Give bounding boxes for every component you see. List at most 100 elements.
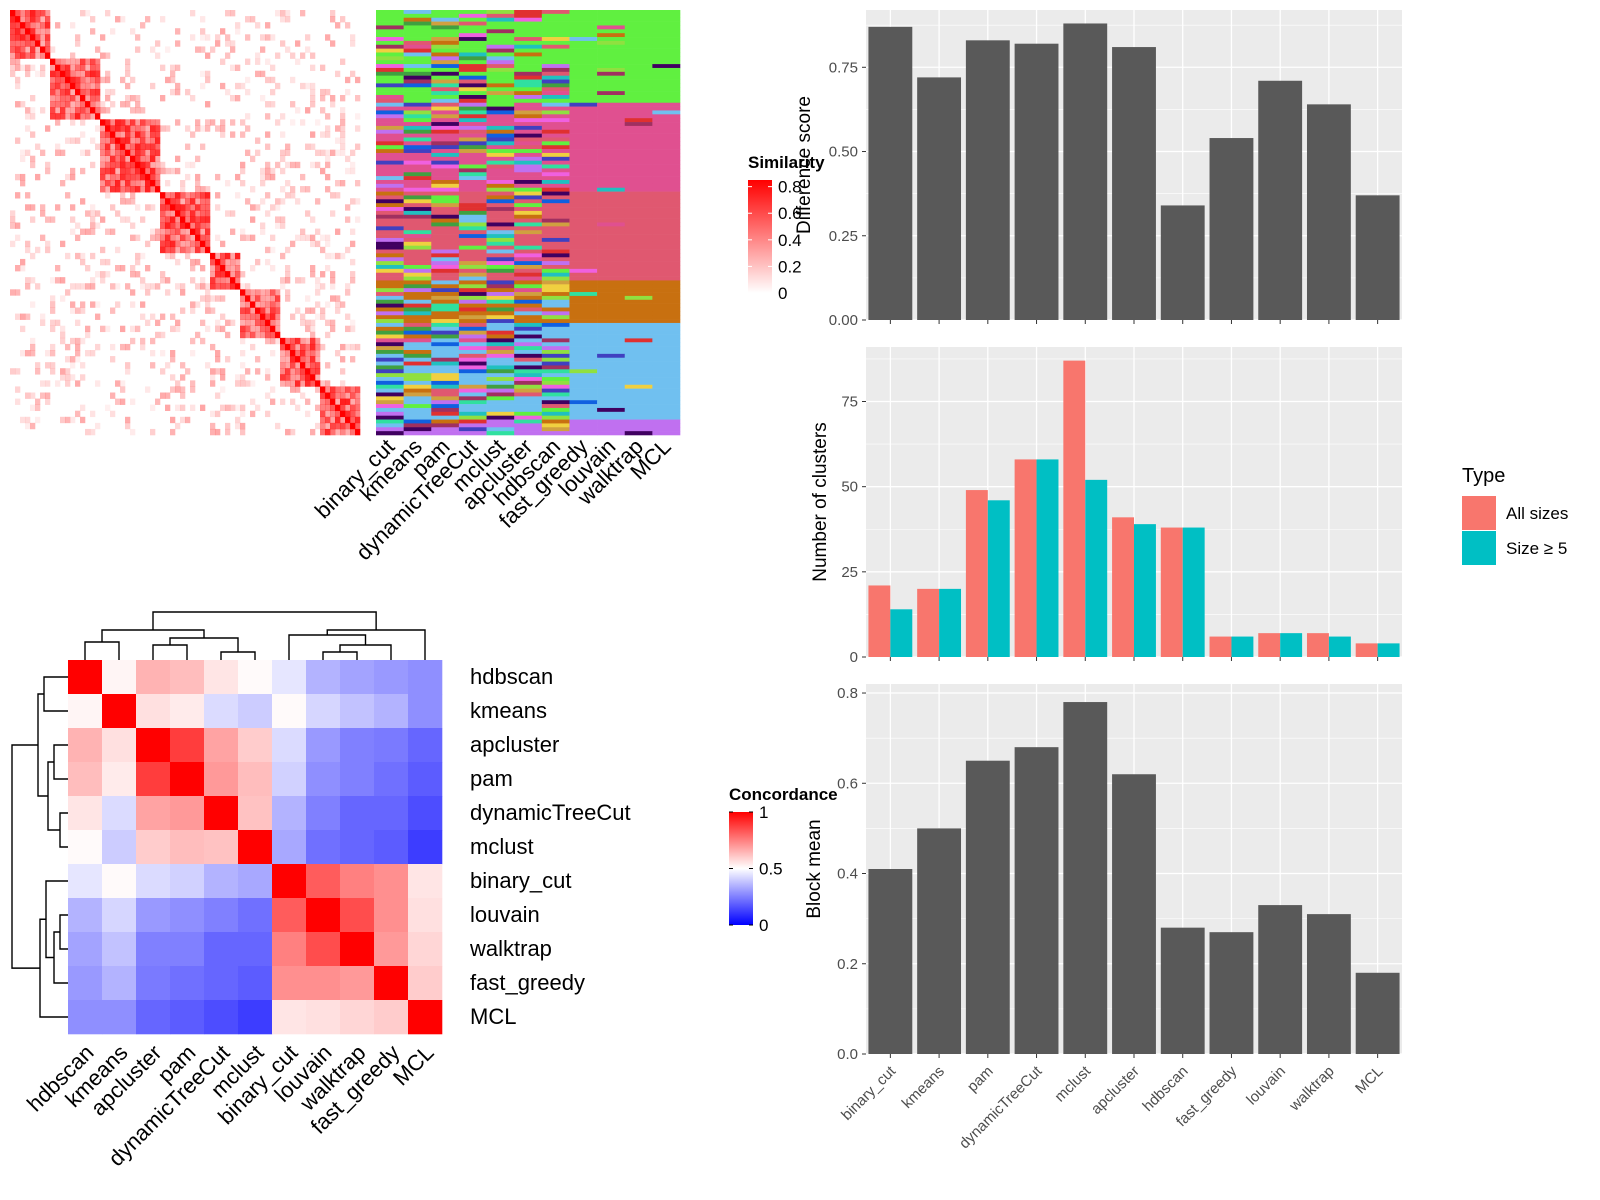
similarity-cell bbox=[345, 283, 351, 290]
cluster-label-cell bbox=[652, 230, 681, 235]
similarity-cell bbox=[180, 246, 186, 254]
concordance-cell bbox=[102, 864, 137, 899]
similarity-cell bbox=[170, 428, 176, 436]
similarity-cell bbox=[20, 149, 26, 157]
similarity-cell bbox=[305, 368, 311, 375]
cluster-label-cell bbox=[514, 145, 543, 150]
bar-mclust bbox=[1063, 702, 1108, 1054]
similarity-cell bbox=[130, 143, 136, 150]
similarity-cell bbox=[80, 362, 86, 369]
similarity-cell bbox=[40, 34, 46, 41]
cluster-label-cell bbox=[652, 226, 681, 231]
cluster-label-cell bbox=[597, 288, 626, 293]
similarity-cell bbox=[245, 149, 251, 157]
cluster-label-cell bbox=[569, 295, 598, 301]
concordance-cell bbox=[68, 660, 103, 695]
similarity-cell bbox=[165, 222, 171, 229]
cluster-label-cell bbox=[403, 183, 432, 189]
bar-apcluster bbox=[1112, 774, 1156, 1054]
similarity-cell bbox=[10, 58, 16, 65]
similarity-cell bbox=[345, 325, 351, 333]
similarity-cell bbox=[130, 186, 136, 193]
similarity-cell bbox=[30, 216, 36, 223]
similarity-cell bbox=[35, 40, 41, 47]
cluster-label-cell bbox=[569, 234, 598, 239]
cluster-label-cell bbox=[569, 37, 598, 42]
similarity-cell bbox=[45, 46, 51, 53]
similarity-cell bbox=[160, 234, 166, 242]
similarity-cell bbox=[240, 82, 246, 90]
cluster-label-cell bbox=[569, 272, 598, 277]
concordance-cell bbox=[340, 728, 375, 763]
similarity-cell bbox=[210, 422, 216, 430]
similarity-cell bbox=[165, 228, 171, 235]
similarity-cell bbox=[80, 307, 86, 314]
similarity-cell bbox=[170, 167, 176, 175]
cluster-label-cell bbox=[403, 400, 432, 405]
similarity-cell bbox=[65, 380, 71, 387]
cluster-label-cell bbox=[376, 48, 404, 53]
cluster-label-cell bbox=[403, 33, 432, 38]
cluster-label-cell bbox=[569, 338, 598, 343]
similarity-cell bbox=[295, 368, 301, 375]
similarity-cell bbox=[240, 374, 246, 381]
cluster-label-cell bbox=[458, 95, 487, 100]
concordance-cell bbox=[204, 830, 239, 865]
similarity-cell bbox=[135, 131, 141, 138]
cluster-label-cell bbox=[541, 319, 570, 324]
cluster-label-cell bbox=[458, 292, 487, 297]
dendrogram-branch bbox=[322, 651, 358, 660]
cluster-label-cell bbox=[486, 253, 515, 258]
cluster-label-cell bbox=[624, 350, 653, 355]
cluster-label-cell bbox=[569, 230, 598, 235]
similarity-cell bbox=[355, 76, 361, 84]
similarity-cell bbox=[215, 265, 221, 272]
similarity-cell bbox=[190, 246, 196, 254]
cluster-label-cell bbox=[624, 60, 653, 65]
cluster-label-cell bbox=[541, 299, 570, 304]
similarity-cell bbox=[150, 283, 156, 290]
cluster-label-cell bbox=[514, 299, 543, 304]
cluster-label-cell bbox=[541, 241, 570, 246]
similarity-cell bbox=[170, 325, 176, 333]
cluster-label-cell bbox=[376, 180, 404, 185]
cluster-label-cell bbox=[624, 326, 653, 331]
similarity-cell bbox=[230, 319, 236, 327]
similarity-cell bbox=[50, 95, 56, 102]
similarity-cell bbox=[30, 22, 36, 29]
similarity-cell bbox=[290, 350, 296, 357]
bar-pam bbox=[965, 40, 1010, 321]
cluster-label-cell bbox=[486, 404, 515, 409]
similarity-cell bbox=[325, 386, 331, 393]
cluster-label-cell bbox=[403, 214, 432, 219]
similarity-cell bbox=[210, 283, 216, 290]
similarity-cell bbox=[260, 228, 266, 235]
similarity-cell bbox=[205, 125, 211, 132]
similarity-cell bbox=[200, 295, 206, 302]
cluster-label-cell bbox=[624, 365, 653, 370]
cluster-label-cell bbox=[624, 322, 653, 328]
similarity-cell bbox=[75, 95, 81, 102]
cluster-label-cell bbox=[597, 133, 626, 138]
cluster-label-cell bbox=[458, 56, 487, 61]
cluster-label-cell bbox=[376, 249, 404, 254]
similarity-cell bbox=[195, 216, 201, 223]
cluster-label-cell bbox=[486, 25, 515, 30]
cluster-label-cell bbox=[569, 98, 598, 104]
similarity-cell bbox=[50, 295, 56, 302]
cluster-label-cell bbox=[458, 241, 487, 246]
similarity-cell bbox=[140, 173, 146, 181]
similarity-cell bbox=[175, 386, 181, 393]
similarity-cell bbox=[125, 167, 131, 175]
similarity-cell bbox=[145, 386, 151, 393]
similarity-cell bbox=[235, 416, 241, 424]
cluster-label-cell bbox=[376, 149, 404, 154]
cluster-label-cell bbox=[541, 156, 570, 161]
cluster-label-cell bbox=[514, 156, 543, 161]
cluster-label-cell bbox=[376, 160, 404, 165]
cluster-label-cell bbox=[569, 241, 598, 246]
cluster-label-cell bbox=[486, 326, 515, 331]
similarity-cell bbox=[285, 368, 291, 375]
cluster-label-cell bbox=[652, 234, 681, 239]
similarity-cell bbox=[210, 295, 216, 302]
